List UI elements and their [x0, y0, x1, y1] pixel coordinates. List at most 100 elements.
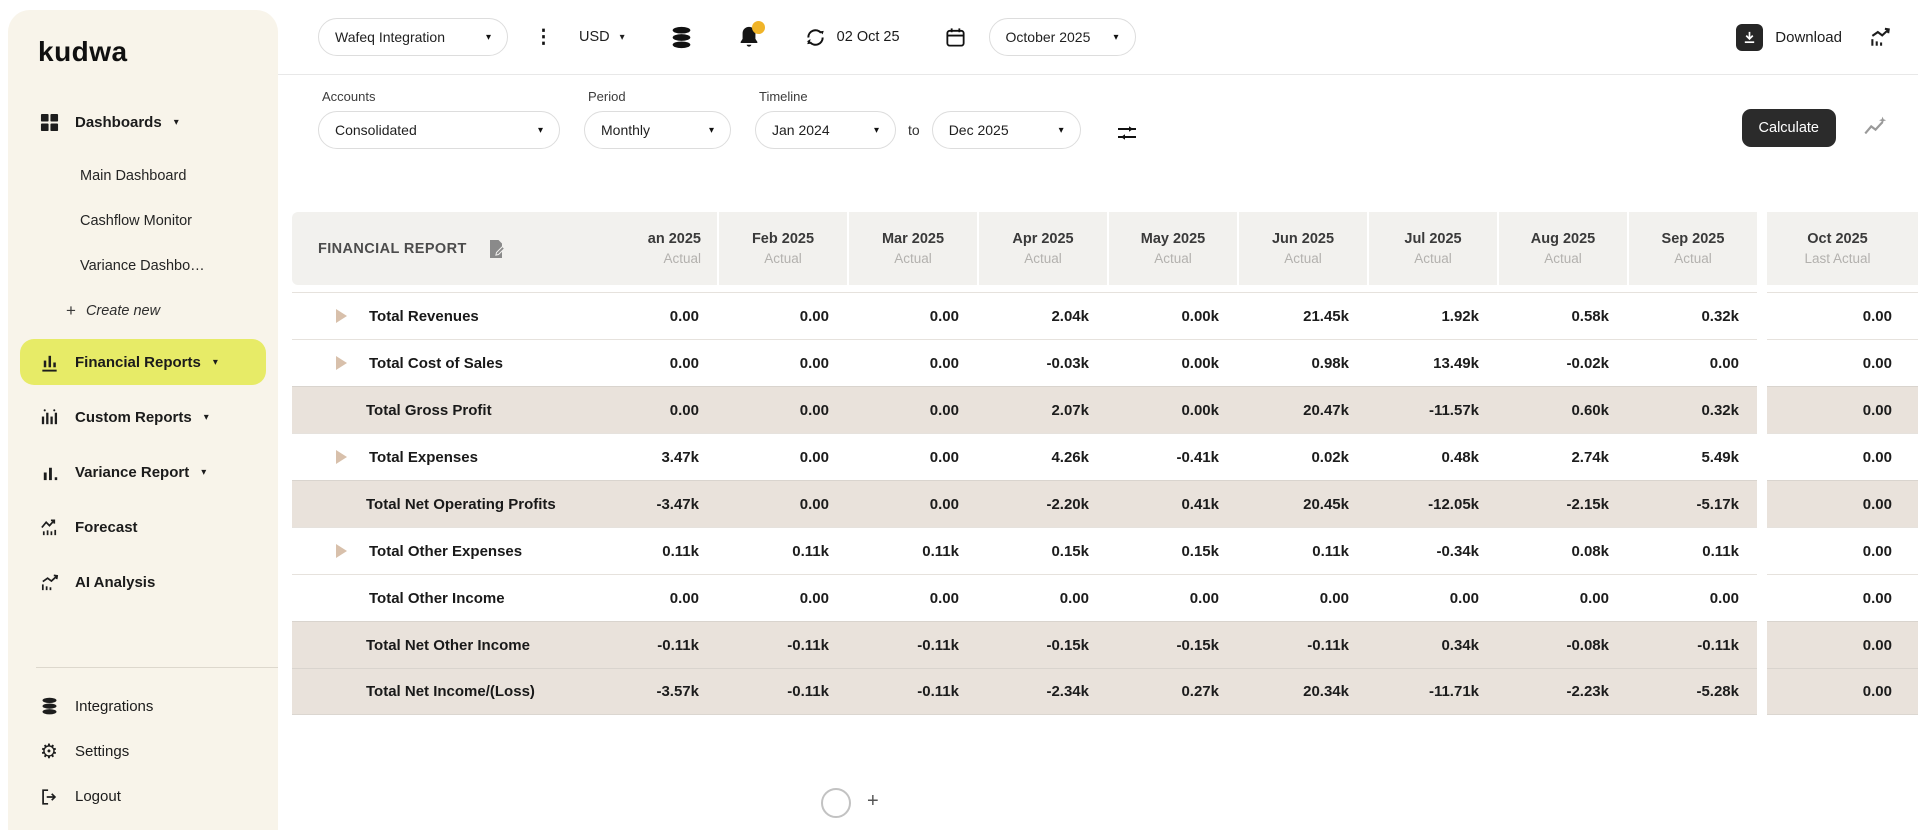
column-gap [1757, 339, 1767, 386]
logout-icon [38, 786, 60, 808]
column-gap [1757, 433, 1767, 480]
column-month: Sep 2025 [1661, 231, 1725, 247]
row-name-cell: Total Revenues [292, 292, 652, 339]
timeline-to-selector[interactable]: Dec 2025 ▾ [931, 111, 1081, 149]
sidebar-subitem-variance-dashbo-[interactable]: Variance Dashbo… [80, 257, 205, 274]
sidebar-item-variance-report[interactable]: Variance Report ▾ [8, 450, 278, 495]
report-title-cell: FINANCIAL REPORT an 2025 Actual [292, 212, 717, 285]
column-header: Jun 2025 Actual [1237, 212, 1367, 285]
value-cell: 0.27k [1107, 668, 1237, 715]
value-cell: 0.00 [1627, 339, 1757, 386]
value-cell: -2.15k [1497, 480, 1627, 527]
value-cell: -0.11k [652, 621, 717, 668]
sidebar-item-ai-analysis[interactable]: AI Analysis [8, 560, 278, 605]
value-cell: 1.92k [1367, 292, 1497, 339]
value-cell: -11.57k [1367, 386, 1497, 433]
sync-icon[interactable] [804, 26, 827, 49]
value-cell: 0.00 [1767, 574, 1918, 621]
column-gap [1757, 292, 1767, 339]
chevron-down-icon: ▾ [537, 124, 543, 136]
sidebar-item-label: Logout [75, 788, 121, 805]
column-gap [1757, 668, 1767, 715]
edit-report-icon[interactable] [487, 239, 505, 259]
value-cell: 0.58k [1497, 292, 1627, 339]
value-cell: 4.26k [977, 433, 1107, 480]
advanced-filters-icon[interactable] [1115, 121, 1139, 150]
value-cell: 3.47k [652, 433, 717, 480]
sidebar-item-label: Settings [75, 743, 130, 760]
partial-control-circle[interactable] [821, 788, 851, 818]
value-cell: -0.11k [847, 621, 977, 668]
value-cell: 0.00 [652, 386, 717, 433]
accounts-value: Consolidated [335, 122, 417, 138]
value-cell: 0.00k [1107, 339, 1237, 386]
row-name: Total Other Income [369, 589, 505, 607]
accounts-selector[interactable]: Consolidated ▾ [318, 111, 560, 149]
main-content: Wafeq Integration ▾ ⋮ USD ▾ 02 Oct 25 [278, 0, 1918, 818]
custom-reports-icon [38, 407, 60, 429]
currency-selector[interactable]: USD ▾ [579, 29, 625, 45]
calendar-icon[interactable] [944, 26, 967, 49]
row-expand-arrow-icon[interactable] [336, 356, 347, 370]
timeline-from-selector[interactable]: Jan 2024 ▾ [755, 111, 896, 149]
column-month: Feb 2025 [751, 231, 815, 247]
chevron-down-icon: ▾ [873, 124, 879, 136]
value-cell: -0.11k [1627, 621, 1757, 668]
sidebar-item-label: Dashboards [75, 114, 162, 131]
value-cell: 0.00 [717, 386, 847, 433]
row-expand-arrow-icon[interactable] [336, 450, 347, 464]
month-selector[interactable]: October 2025 ▾ [988, 18, 1136, 56]
sidebar-item-financial-reports[interactable]: Financial Reports ▾ [20, 339, 266, 385]
sidebar-item-dashboards[interactable]: Dashboards ▾ [8, 100, 278, 145]
row-name-cell: Total Net Income/(Loss) [292, 668, 652, 715]
value-cell: 0.00 [1237, 574, 1367, 621]
column-month: Oct 2025 [1807, 231, 1868, 247]
value-cell: 0.32k [1627, 292, 1757, 339]
notifications-bell-icon[interactable] [738, 21, 765, 49]
sidebar-item-forecast[interactable]: Forecast [8, 505, 278, 550]
sidebar-create-new[interactable]: + Create new [8, 288, 278, 333]
report-title: FINANCIAL REPORT [318, 240, 467, 257]
sidebar-item-label: Variance Report [75, 464, 190, 481]
value-cell: 0.00 [1767, 480, 1918, 527]
value-cell: 0.00 [1107, 574, 1237, 621]
value-cell: 0.00 [1767, 668, 1918, 715]
calculate-button[interactable]: Calculate [1741, 109, 1836, 147]
chevron-down-icon: ▾ [201, 467, 207, 478]
column-subtitle: Actual [764, 251, 802, 266]
row-expand-arrow-icon[interactable] [336, 309, 347, 323]
sparkline-chart-icon[interactable] [1862, 115, 1888, 141]
sidebar-item-custom-reports[interactable]: Custom Reports ▾ [8, 395, 278, 440]
sidebar-item-settings[interactable]: ⚙ Settings [8, 729, 278, 774]
value-cell: 0.00 [847, 433, 977, 480]
report-header-row: FINANCIAL REPORT an 2025 Actual Feb 2025… [292, 212, 1918, 285]
table-row: Total Net Income/(Loss) -3.57k -0.11k -0.11… [292, 668, 1918, 715]
report-chart-icon[interactable] [1868, 25, 1892, 49]
row-expand-arrow-icon[interactable] [336, 544, 347, 558]
sidebar-subitem-cashflow-monitor[interactable]: Cashflow Monitor [80, 212, 193, 229]
row-name: Total Gross Profit [366, 401, 492, 419]
row-name-cell: Total Gross Profit [292, 386, 652, 433]
column-subtitle: Actual [1674, 251, 1712, 266]
value-cell: -5.17k [1627, 480, 1757, 527]
column-header: an 2025 Actual [648, 231, 701, 266]
timeline-label: Timeline [759, 89, 808, 104]
integration-selector[interactable]: Wafeq Integration ▾ [318, 18, 508, 56]
value-cell: 0.08k [1497, 527, 1627, 574]
chevron-down-icon: ▾ [485, 31, 491, 43]
sidebar-item-logout[interactable]: Logout [8, 774, 278, 819]
value-cell: 0.48k [1367, 433, 1497, 480]
sidebar-subitem-main-dashboard[interactable]: Main Dashboard [80, 167, 187, 184]
value-cell: 2.07k [977, 386, 1107, 433]
value-cell: 21.45k [1237, 292, 1367, 339]
integration-selector-value: Wafeq Integration [335, 29, 445, 45]
sidebar-item-integrations[interactable]: Integrations [8, 684, 278, 729]
kebab-menu-icon[interactable]: ⋮ [534, 26, 553, 48]
download-button[interactable]: Download [1736, 23, 1842, 51]
partial-plus-icon[interactable]: + [867, 790, 879, 812]
period-selector[interactable]: Monthly ▾ [584, 111, 731, 149]
value-cell: 0.11k [717, 527, 847, 574]
chevron-down-icon: ▾ [203, 412, 209, 423]
data-source-icon[interactable] [669, 25, 694, 50]
chevron-down-icon: ▾ [1058, 124, 1064, 136]
